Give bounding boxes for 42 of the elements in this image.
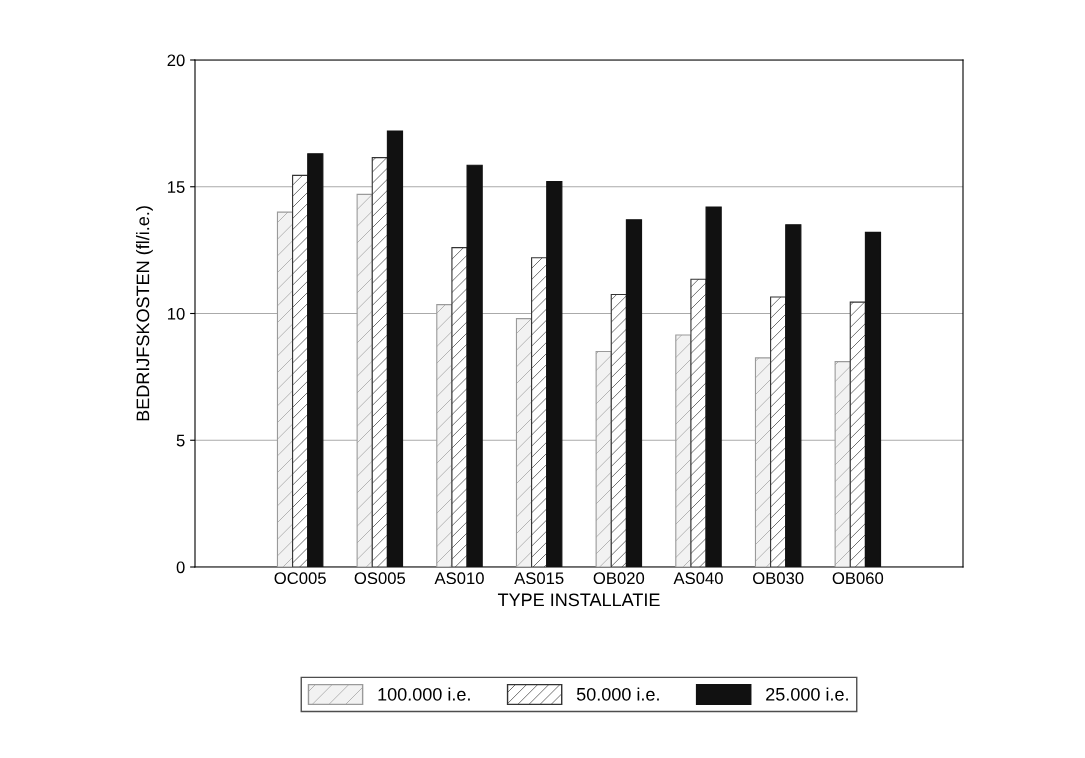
bar [466,164,483,567]
bar [546,181,563,567]
bar [690,278,707,567]
bar [595,350,612,567]
bar [356,193,373,567]
y-tick-label: 10 [168,307,185,320]
x-tick-label: OB030 [753,572,804,585]
bar [292,174,309,567]
bar [849,301,866,567]
bar [386,130,404,567]
x-tick-label: OS005 [354,572,406,585]
legend-label: 25.000 i.e. [766,687,848,701]
legend-label: 100.000 i.e. [378,687,470,701]
bar [531,257,548,567]
y-axis-title: BEDRIJFSKOSTEN (fl/i.e.) [136,206,153,421]
x-tick-label: OB020 [593,572,645,585]
y-tick-label: 5 [176,434,185,447]
bar [307,153,324,567]
x-tick-label: AS015 [514,572,564,585]
y-tick-label: 0 [176,561,185,574]
legend-label: 50.000 i.e. [576,687,659,701]
x-tick-label: OC005 [274,572,326,585]
bar [864,231,882,567]
bar [371,157,388,567]
bar [705,206,722,567]
x-tick-label: OB060 [832,572,884,585]
bar [436,304,453,567]
bar [515,318,533,567]
bar [754,357,772,567]
x-tick-label: AS010 [434,572,484,585]
bar [276,211,294,567]
bar [610,293,627,567]
bar [770,296,787,567]
bar [451,247,468,567]
y-tick-label: 15 [168,181,185,193]
bar [834,361,851,567]
x-tick-label: AS040 [673,572,723,585]
x-axis-title: TYPE INSTALLATIE [497,593,660,607]
bar [785,224,802,567]
bar [625,219,643,567]
bar [675,334,692,567]
y-tick-label: 20 [167,54,185,67]
